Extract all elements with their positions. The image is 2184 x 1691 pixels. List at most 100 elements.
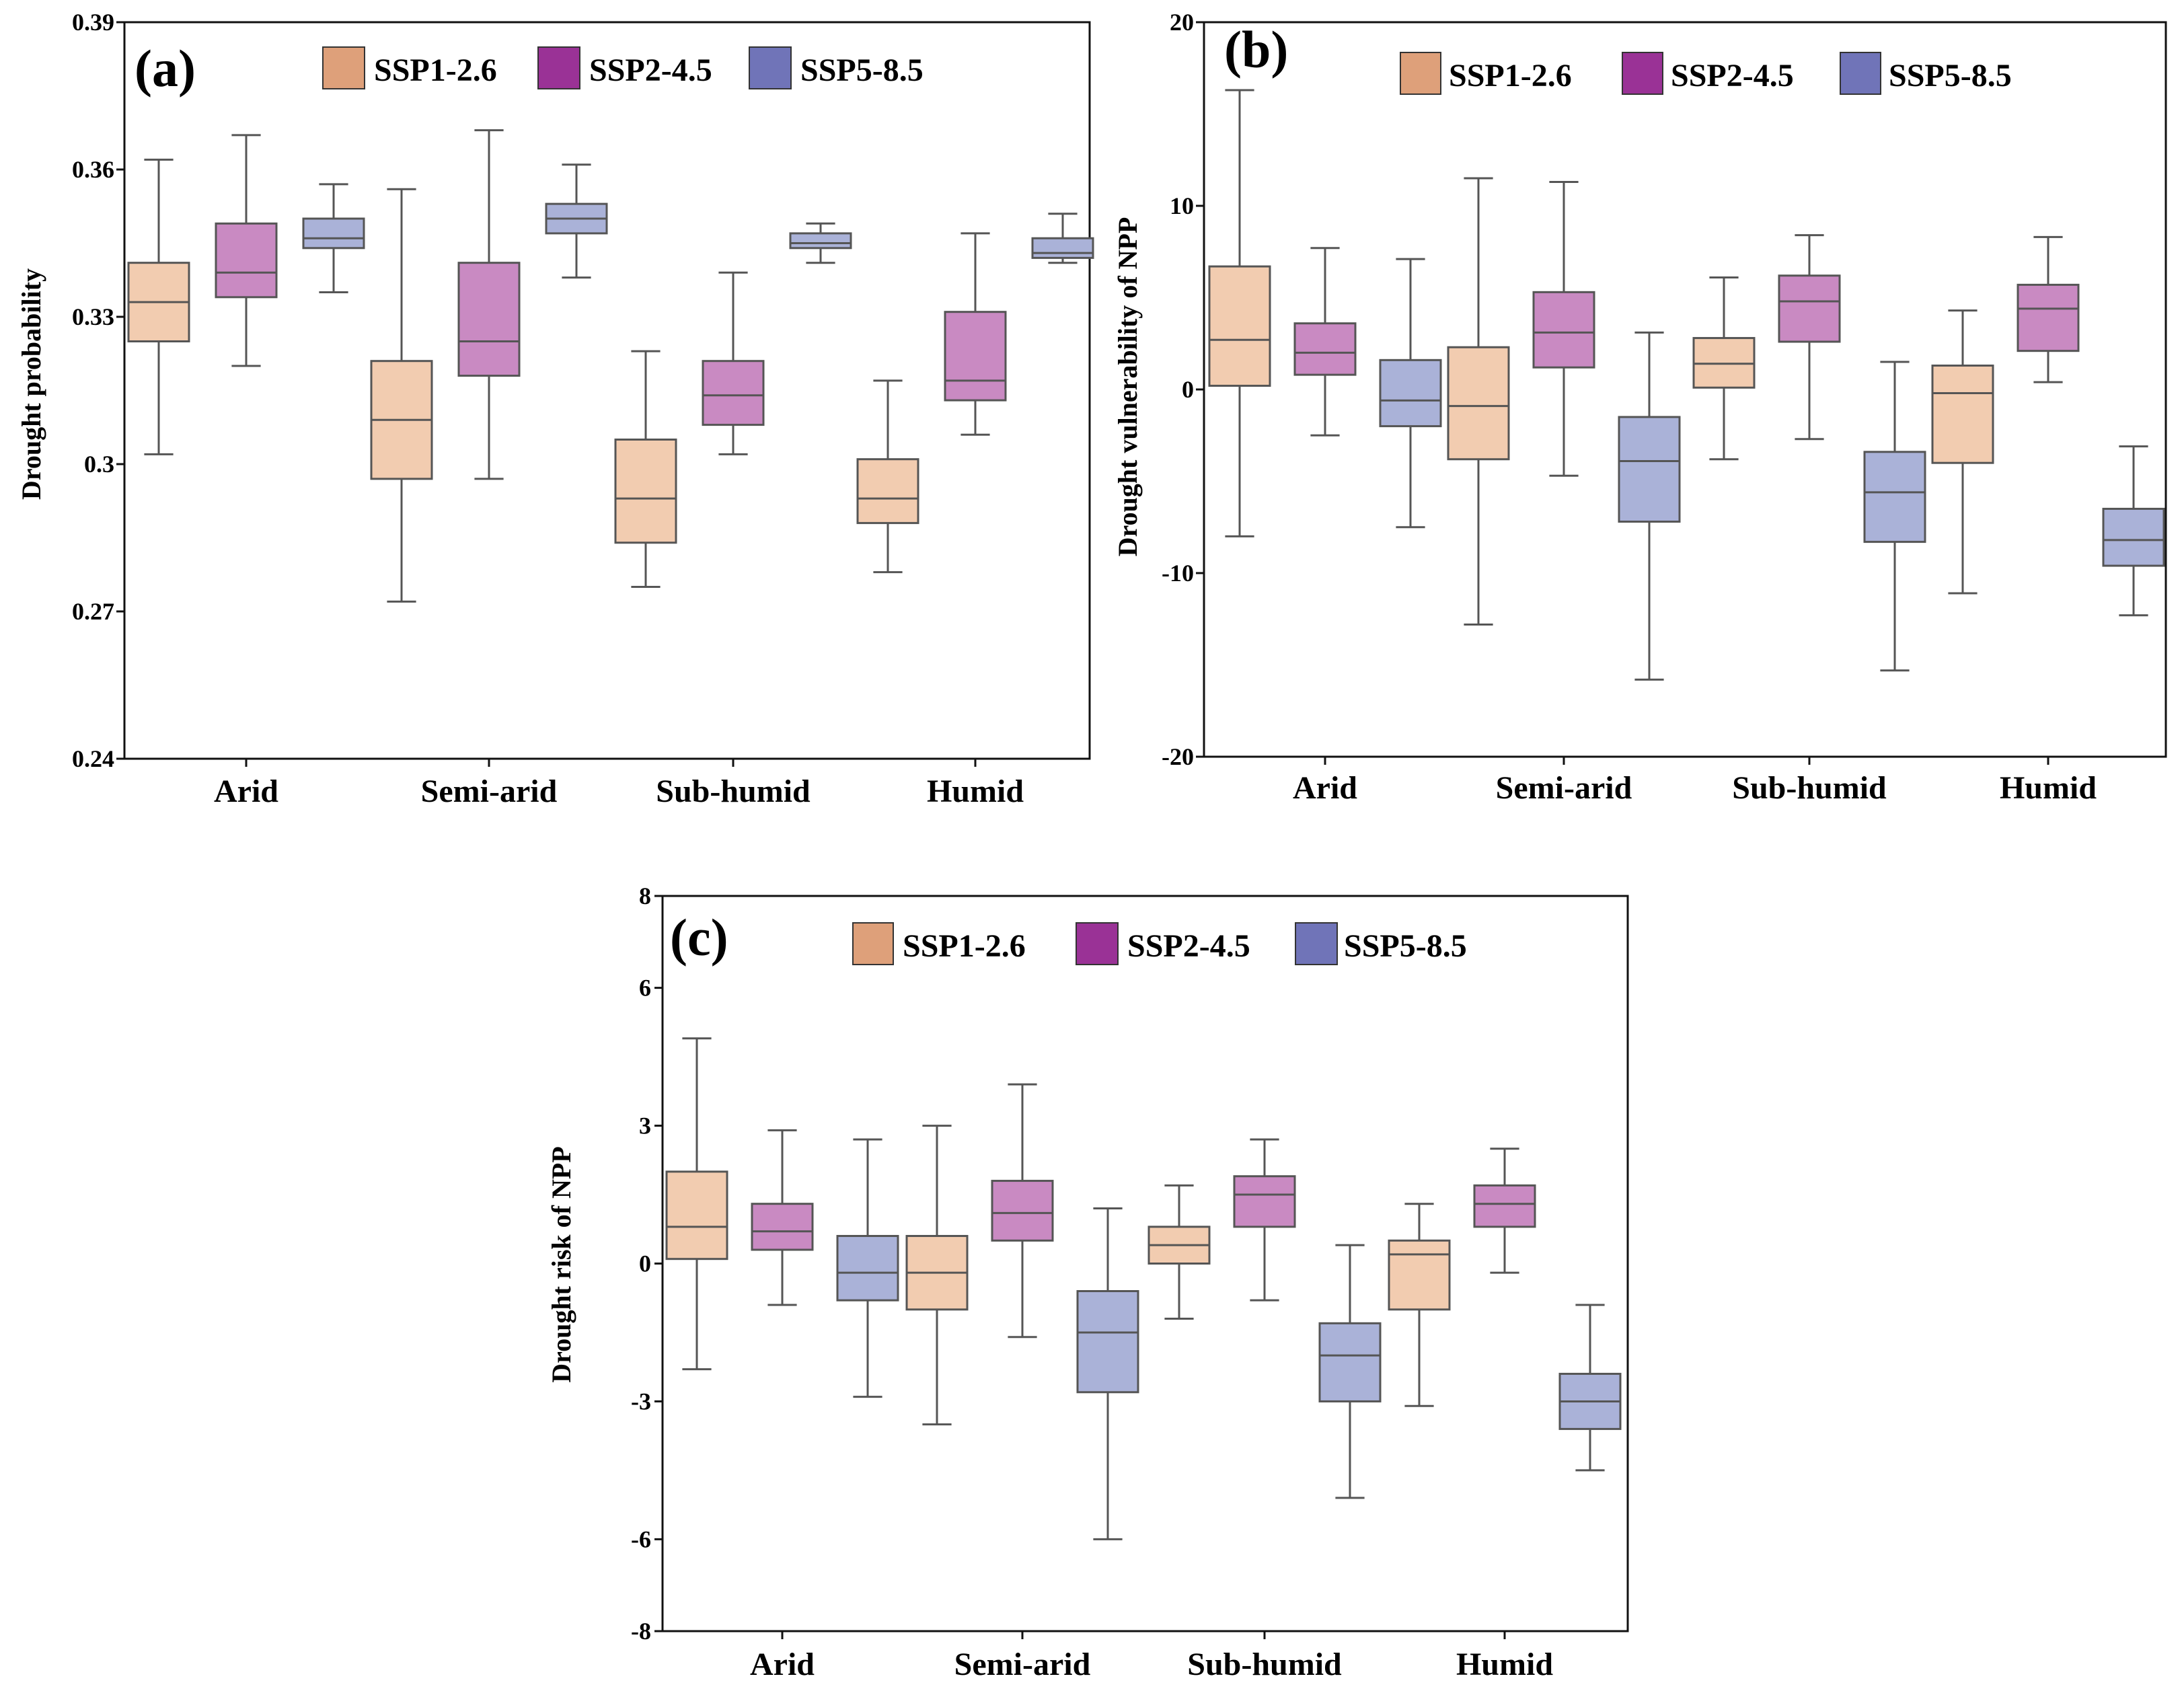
- box-ssp1-2-6-semi-arid: [370, 188, 433, 603]
- category-label-sub-humid: Sub-humid: [1732, 770, 1887, 806]
- category-label-arid: Arid: [214, 774, 278, 809]
- box-ssp5-8-5-humid: [1031, 213, 1094, 264]
- box-ssp5-8-5-humid: [1558, 1304, 1622, 1472]
- box-iqr: [1293, 322, 1357, 376]
- box-ssp1-2-6-sub-humid: [1147, 1184, 1211, 1320]
- y-tick-label: 0: [639, 1250, 651, 1277]
- category-label-arid: Arid: [750, 1647, 815, 1682]
- y-tick-label: 0.36: [72, 156, 114, 183]
- legend-swatch-ssp1: [322, 46, 365, 89]
- panel-b-ylabel: Drought vulnerability of NPP: [1113, 217, 1143, 557]
- y-tick-label: 0: [1182, 376, 1194, 403]
- category-label-arid: Arid: [1293, 770, 1357, 806]
- box-iqr: [1931, 365, 1994, 464]
- box-ssp5-8-5-sub-humid: [1863, 361, 1926, 672]
- legend-swatch-ssp2: [537, 46, 580, 89]
- box-ssp1-2-6-sub-humid: [614, 350, 677, 588]
- box-iqr: [2102, 507, 2165, 567]
- box-iqr: [1388, 1239, 1451, 1311]
- y-tick-label: -6: [631, 1526, 651, 1552]
- box-ssp5-8-5-semi-arid: [545, 163, 608, 279]
- y-tick-label: -8: [631, 1618, 651, 1645]
- box-iqr: [1447, 346, 1510, 461]
- box-iqr: [1778, 274, 1841, 343]
- box-ssp1-2-6-semi-arid: [1447, 177, 1510, 626]
- legend-label-ssp2: SSP2-4.5: [1671, 58, 1794, 93]
- box-ssp5-8-5-sub-humid: [789, 222, 852, 264]
- box-ssp2-4-5-sub-humid: [1778, 234, 1841, 441]
- category-label-semi-arid: Semi-arid: [954, 1647, 1091, 1682]
- box-ssp2-4-5-humid: [944, 232, 1007, 436]
- panel-c-letter: (c): [670, 908, 728, 967]
- box-ssp2-4-5-sub-humid: [1233, 1138, 1296, 1302]
- box-iqr: [944, 311, 1007, 402]
- box-ssp1-2-6-humid: [1931, 309, 1994, 595]
- box-iqr: [856, 458, 919, 525]
- box-iqr: [2017, 283, 2080, 352]
- panel-b-letter: (b): [1224, 20, 1288, 79]
- legend-swatch-ssp1: [852, 922, 894, 965]
- category-label-humid: Humid: [927, 774, 1024, 809]
- box-iqr: [457, 262, 521, 377]
- y-tick-label: -20: [1162, 743, 1194, 770]
- legend-label-ssp5: SSP5-8.5: [800, 52, 924, 88]
- panel-c-legend: SSP1-2.6 SSP2-4.5 SSP5-8.5: [852, 922, 1467, 965]
- y-tick-label: 6: [639, 975, 651, 1002]
- box-iqr: [991, 1180, 1054, 1242]
- legend-label-ssp2: SSP2-4.5: [1127, 928, 1250, 964]
- box-ssp1-2-6-semi-arid: [905, 1125, 969, 1426]
- box-ssp1-2-6-humid: [1388, 1203, 1451, 1407]
- box-iqr: [215, 222, 278, 299]
- category-label-sub-humid: Sub-humid: [656, 774, 811, 809]
- box-iqr: [1618, 416, 1681, 523]
- plot-frame: [661, 895, 1629, 1632]
- box-iqr: [665, 1170, 728, 1261]
- legend-swatch-ssp5: [1840, 52, 1881, 95]
- box-ssp1-2-6-humid: [856, 379, 919, 574]
- category-label-semi-arid: Semi-arid: [1496, 770, 1632, 806]
- box-iqr: [1318, 1322, 1382, 1402]
- y-tick-label: 0.24: [72, 745, 114, 772]
- plot-frame: [123, 21, 1091, 760]
- legend-label-ssp1: SSP1-2.6: [903, 928, 1026, 964]
- box-iqr: [1473, 1184, 1536, 1228]
- legend-swatch-ssp5: [1295, 922, 1338, 965]
- box-ssp2-4-5-humid: [1473, 1148, 1536, 1274]
- box-ssp2-4-5-arid: [215, 134, 278, 367]
- panel-b: (b) Drought vulnerability of NPP SSP1-2.…: [1113, 9, 2167, 806]
- plot-frame: [1203, 21, 2167, 758]
- y-tick-label: -10: [1162, 560, 1194, 587]
- box-ssp1-2-6-arid: [127, 158, 190, 455]
- box-ssp5-8-5-arid: [1379, 258, 1442, 529]
- box-iqr: [1076, 1289, 1139, 1394]
- legend-label-ssp1: SSP1-2.6: [374, 52, 497, 88]
- box-iqr: [751, 1203, 814, 1251]
- box-ssp5-8-5-humid: [2102, 445, 2165, 617]
- box-ssp1-2-6-arid: [665, 1037, 728, 1371]
- legend-swatch-ssp2: [1076, 922, 1119, 965]
- box-ssp2-4-5-arid: [751, 1129, 814, 1306]
- box-iqr: [1379, 359, 1442, 428]
- box-ssp5-8-5-semi-arid: [1076, 1207, 1139, 1540]
- box-ssp1-2-6-arid: [1208, 89, 1271, 537]
- box-ssp5-8-5-arid: [836, 1138, 899, 1398]
- panel-a-legend: SSP1-2.6 SSP2-4.5 SSP5-8.5: [322, 46, 924, 89]
- legend-label-ssp5: SSP5-8.5: [1889, 58, 2012, 93]
- box-ssp2-4-5-semi-arid: [1532, 181, 1595, 477]
- box-ssp2-4-5-arid: [1293, 247, 1357, 437]
- box-iqr: [702, 360, 765, 426]
- panel-a-letter: (a): [135, 39, 196, 98]
- box-iqr: [1208, 265, 1271, 387]
- category-label-humid: Humid: [1456, 1647, 1553, 1682]
- y-tick-label: 20: [1170, 9, 1194, 36]
- box-iqr: [1233, 1175, 1296, 1228]
- legend-label-ssp1: SSP1-2.6: [1449, 58, 1572, 93]
- legend-label-ssp2: SSP2-4.5: [589, 52, 712, 88]
- panel-c: (c) Drought risk of NPP SSP1-2.6 SSP2-4.…: [546, 882, 1629, 1682]
- box-ssp2-4-5-humid: [2017, 235, 2080, 383]
- y-tick-label: 0.33: [72, 303, 114, 330]
- box-iqr: [1863, 451, 1926, 543]
- legend-swatch-ssp1: [1400, 52, 1441, 95]
- category-label-semi-arid: Semi-arid: [421, 774, 558, 809]
